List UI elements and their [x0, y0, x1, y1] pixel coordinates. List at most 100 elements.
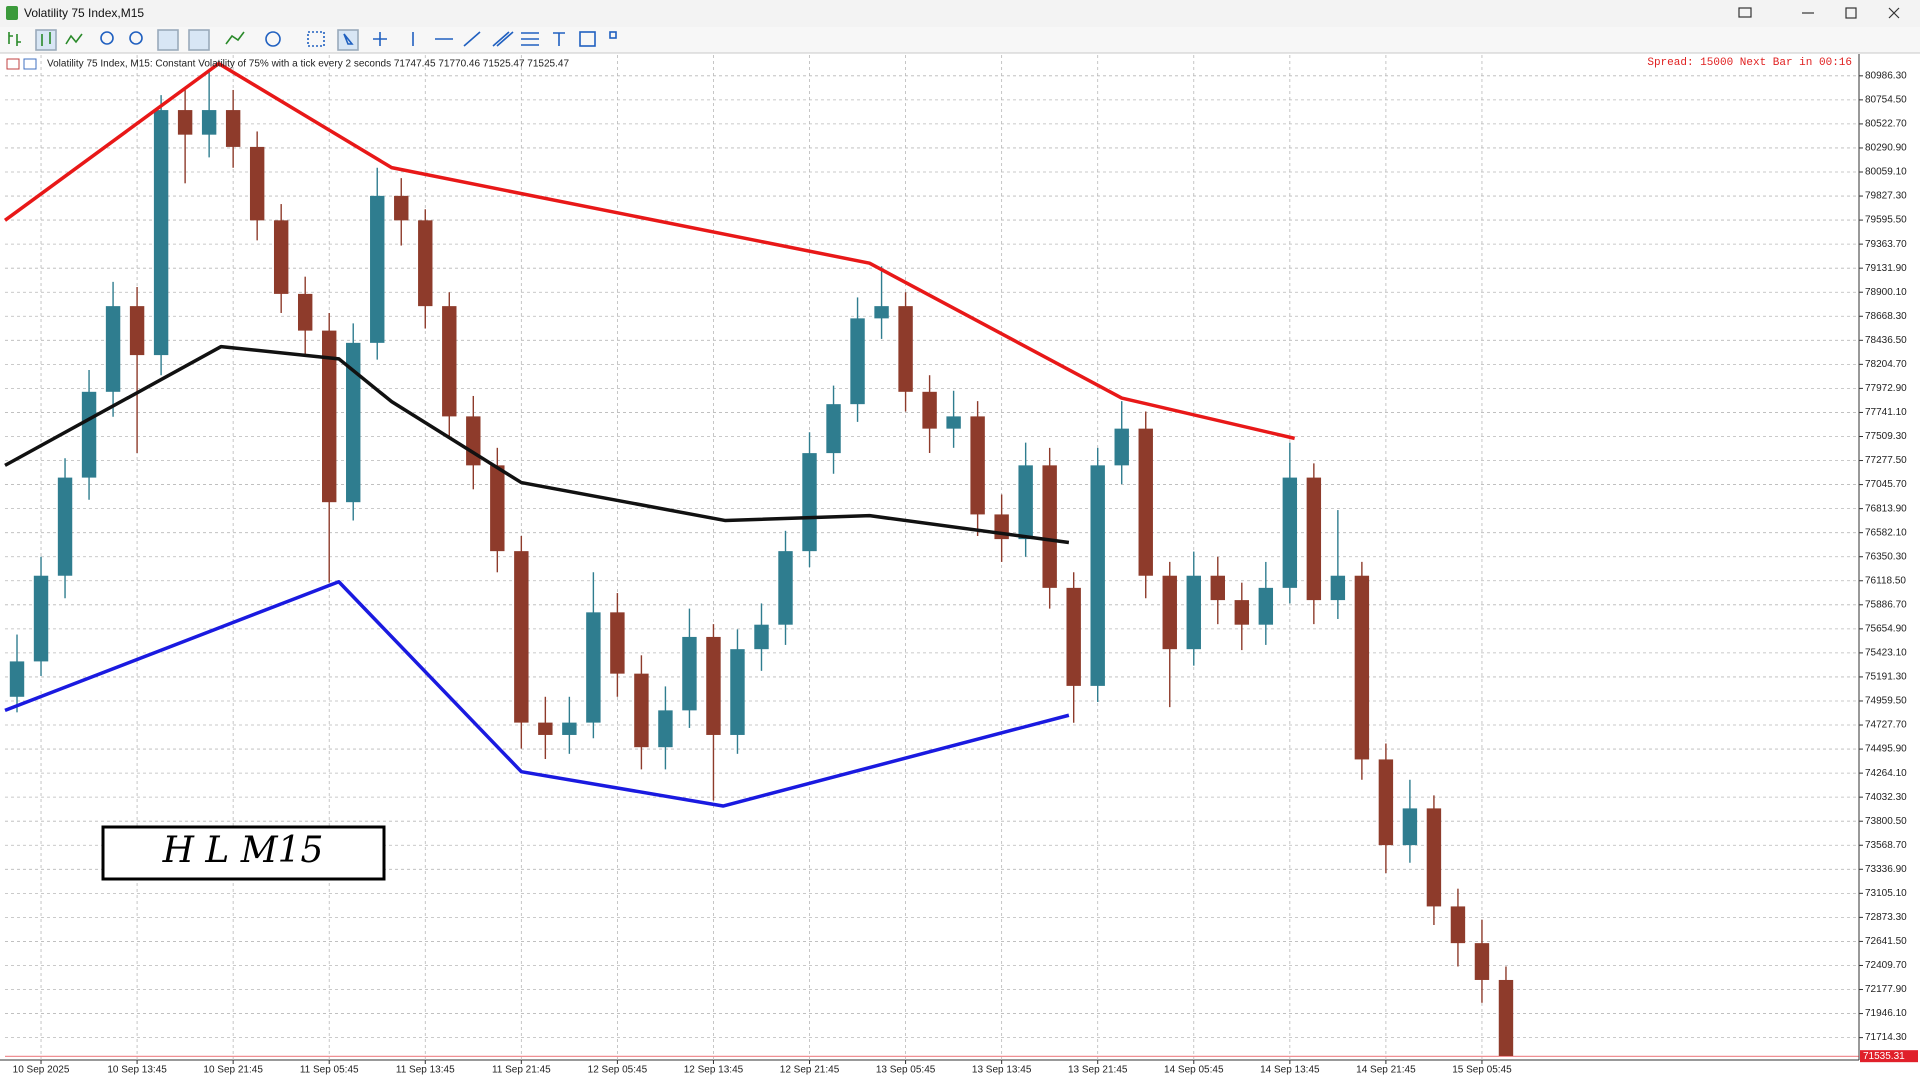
y-tick-label: 75191.30: [1865, 672, 1907, 683]
y-tick-label: 74264.10: [1865, 768, 1907, 779]
candle-body: [322, 330, 337, 503]
candle-body: [1114, 428, 1129, 466]
chart-icon: [23, 58, 37, 70]
zoom-in-button[interactable]: [100, 31, 114, 45]
y-tick-label: 71714.30: [1865, 1032, 1907, 1043]
y-tick-label: 77277.50: [1865, 455, 1907, 466]
candle-body: [370, 195, 385, 343]
restore-layout-button[interactable]: [1738, 7, 1752, 18]
y-tick-label: 73800.50: [1865, 816, 1907, 827]
candle-body: [1354, 575, 1370, 760]
candle-body: [153, 110, 169, 356]
y-tick-label: 80522.70: [1865, 119, 1907, 130]
maximize-button[interactable]: [1845, 7, 1857, 19]
candle-body: [81, 391, 97, 478]
plot: [3, 61, 1859, 1057]
y-tick-label: 77972.90: [1865, 383, 1907, 394]
candle-body: [706, 636, 721, 735]
chart-info: Volatility 75 Index, M15: Constant Volat…: [47, 59, 569, 70]
candle-body: [346, 342, 361, 503]
candle-body: [1018, 465, 1033, 540]
candle-body: [778, 551, 793, 625]
x-tick-label: 10 Sep 2025: [13, 1065, 70, 1076]
y-tick-label: 77741.10: [1865, 407, 1907, 418]
candle-body: [658, 710, 673, 748]
last-price-box: [1860, 1050, 1918, 1063]
y-tick-label: 79595.50: [1865, 215, 1907, 226]
candle-body: [1210, 575, 1225, 601]
candle-body: [898, 306, 913, 392]
candle-body: [562, 722, 577, 735]
candle-chart-button[interactable]: [35, 29, 57, 51]
candle-body: [273, 220, 289, 294]
y-tick-label: 76813.90: [1865, 503, 1907, 514]
y-tick-label: 72409.70: [1865, 960, 1907, 971]
candle-body: [850, 318, 865, 405]
line-chart-button[interactable]: [65, 33, 83, 45]
y-tick-label: 79827.30: [1865, 191, 1907, 202]
y-tick-label: 75886.70: [1865, 599, 1907, 610]
y-tick-label: 79131.90: [1865, 263, 1907, 274]
y-tick-label: 75423.10: [1865, 648, 1907, 659]
y-tick-label: 72177.90: [1865, 984, 1907, 995]
x-tick-label: 15 Sep 05:45: [1452, 1065, 1512, 1076]
autoscroll-button[interactable]: [157, 29, 179, 51]
y-tick-label: 73105.10: [1865, 888, 1907, 899]
candle-body: [442, 306, 457, 417]
y-tick-label: 77045.70: [1865, 479, 1907, 490]
timeframe-button[interactable]: [265, 31, 281, 47]
indicators-button[interactable]: [225, 31, 245, 45]
candle-body: [1090, 465, 1105, 686]
window-controls: [1738, 7, 1900, 19]
x-tick-label: 11 Sep 13:45: [396, 1065, 455, 1076]
annotation-box: [101, 825, 386, 881]
y-tick-label: 78668.30: [1865, 311, 1907, 322]
status-text: Spread: 15000 Next Bar in 00:16: [1647, 57, 1852, 69]
chart-shift-button[interactable]: [188, 29, 210, 51]
last-price-label: 71535.31: [1863, 1051, 1905, 1062]
candle-body: [1258, 587, 1274, 625]
y-tick-label: 78900.10: [1865, 287, 1907, 298]
y-tick-label: 77509.30: [1865, 431, 1907, 442]
candle-body: [1138, 428, 1153, 576]
y-tick-label: 78436.50: [1865, 335, 1907, 346]
text-button[interactable]: [553, 32, 565, 46]
crosshair-button[interactable]: [373, 32, 387, 46]
x-tick-label: 14 Sep 13:45: [1260, 1065, 1320, 1076]
y-tick-label: 76118.50: [1865, 575, 1906, 586]
channel-button[interactable]: [492, 31, 514, 47]
candle-body: [1498, 979, 1514, 1057]
y-tick-label: 72873.30: [1865, 912, 1907, 923]
candle-body: [418, 220, 433, 307]
fibonacci-button[interactable]: [521, 32, 539, 46]
trendline: [3, 61, 1296, 441]
trendline: [4, 344, 1070, 545]
candle-body: [1042, 465, 1057, 588]
zoom-out-button[interactable]: [129, 31, 143, 45]
objects-button[interactable]: [609, 31, 617, 39]
axes: 80986.30 80754.50 80522.70 80290.90 80059.10…: [13, 70, 1918, 1076]
bar-chart-button[interactable]: [8, 32, 21, 46]
candle-body: [922, 391, 937, 429]
candle-body: [394, 195, 409, 221]
candle-body: [970, 416, 985, 515]
trendline: [4, 579, 1070, 808]
y-tick-label: 72641.50: [1865, 936, 1907, 947]
shapes-button[interactable]: [579, 31, 596, 47]
y-tick-label: 74495.90: [1865, 744, 1907, 755]
y-tick-label: 74727.70: [1865, 720, 1907, 731]
menu-icon[interactable]: [6, 58, 20, 70]
x-tick-label: 12 Sep 21:45: [780, 1065, 840, 1076]
x-tick-label: 10 Sep 21:45: [203, 1065, 263, 1076]
candle-body: [514, 551, 529, 723]
candle-body: [297, 293, 313, 331]
candle-body: [1066, 587, 1081, 686]
x-tick-label: 10 Sep 13:45: [107, 1065, 167, 1076]
y-tick-label: 73568.70: [1865, 840, 1907, 851]
trendline-button[interactable]: [463, 31, 481, 47]
screenshot-button[interactable]: [307, 31, 325, 47]
candle-body: [201, 110, 217, 135]
close-button[interactable]: [1888, 7, 1900, 19]
app-icon: [6, 6, 18, 20]
